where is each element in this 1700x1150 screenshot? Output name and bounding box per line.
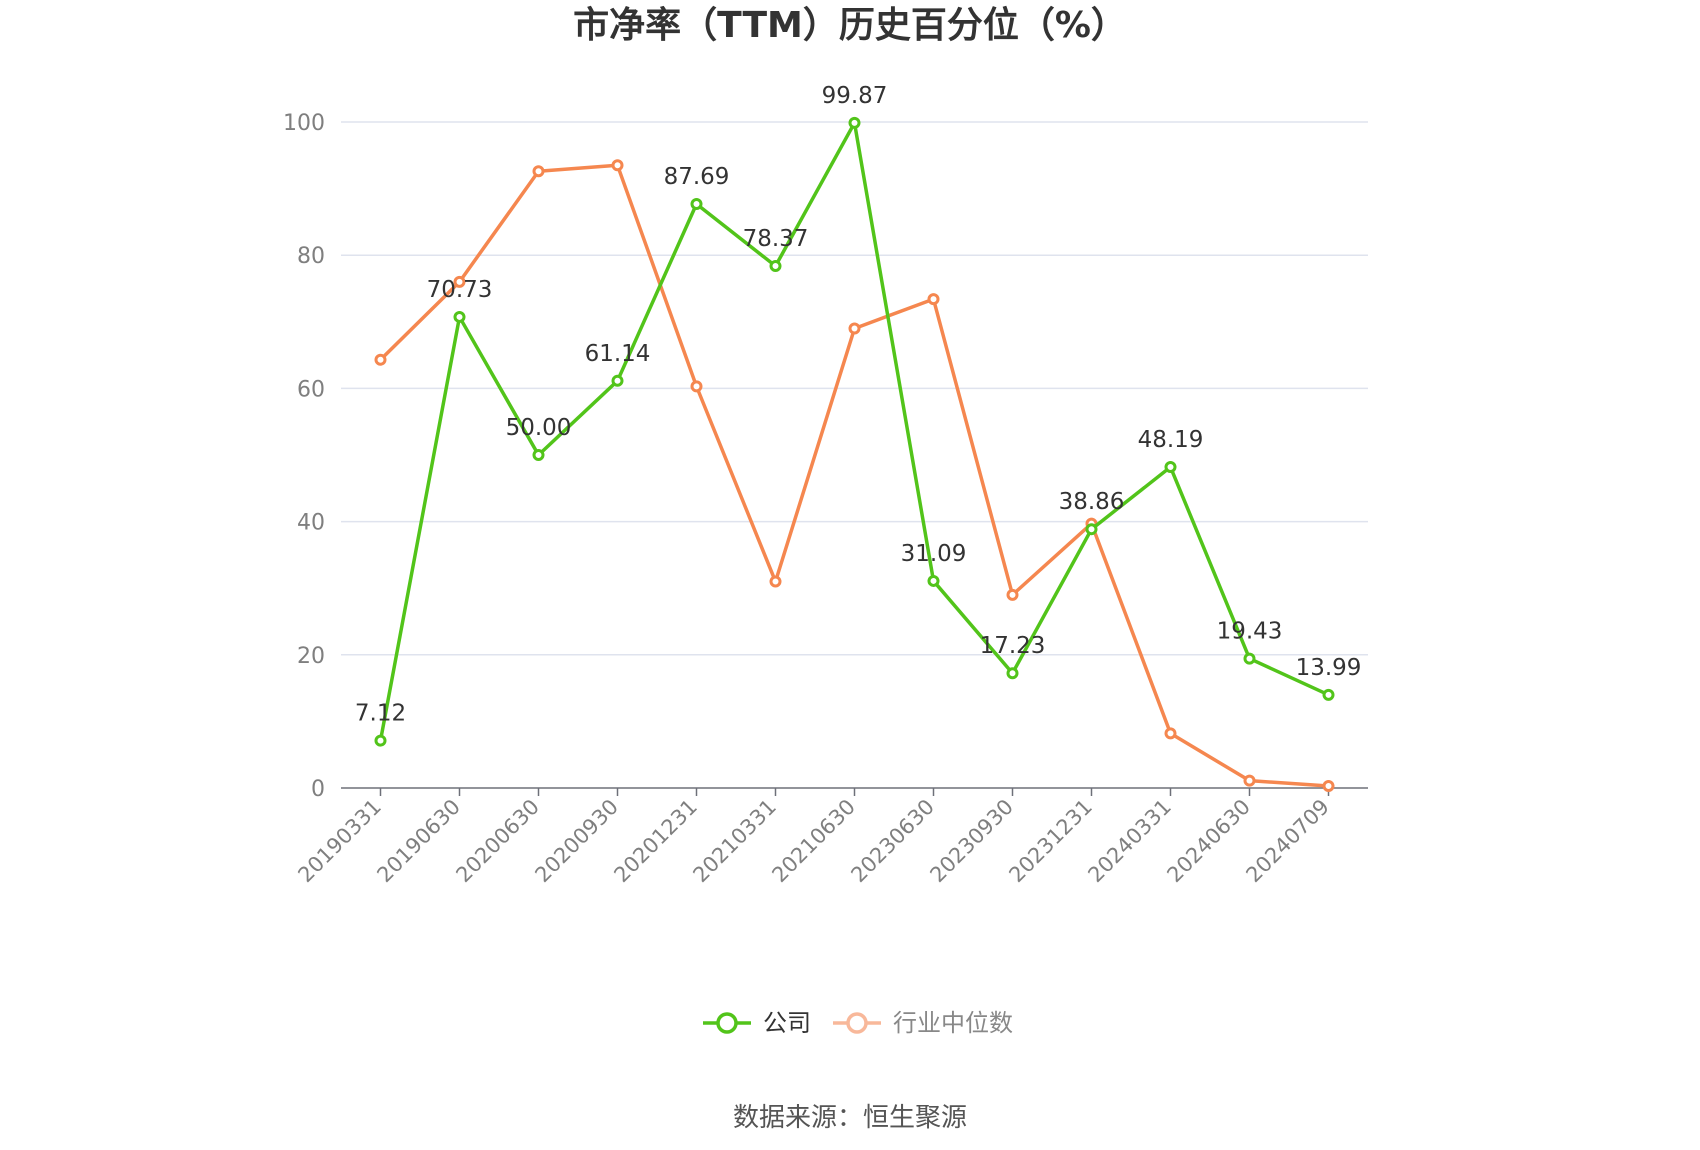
- legend-marker: [846, 1012, 868, 1034]
- legend-item-0[interactable]: 公司: [703, 1009, 811, 1037]
- x-tick-label: 20240630: [1162, 795, 1255, 888]
- x-tick-label: 20201231: [609, 795, 702, 888]
- y-tick-label: 100: [283, 111, 325, 136]
- series-1-point[interactable]: [1243, 774, 1256, 787]
- x-tick-label: 20231231: [1004, 795, 1097, 888]
- series-1-point[interactable]: [1006, 588, 1019, 601]
- data-label: 31.09: [901, 541, 967, 567]
- data-label: 38.86: [1059, 489, 1125, 515]
- data-label: 99.87: [822, 83, 888, 109]
- data-label: 78.37: [743, 226, 809, 252]
- series-1-point[interactable]: [532, 165, 545, 178]
- x-tick-label: 20210331: [688, 795, 781, 888]
- series-0-point[interactable]: [1006, 667, 1019, 680]
- data-label: 70.73: [427, 277, 493, 303]
- legend-label: 公司: [763, 1009, 811, 1037]
- series-line-1: [379, 163, 1329, 788]
- series-1-point[interactable]: [1164, 727, 1177, 740]
- data-label: 61.14: [585, 341, 651, 367]
- series-0-point[interactable]: [690, 197, 703, 210]
- data-label: 13.99: [1296, 655, 1362, 681]
- series-1-point[interactable]: [848, 322, 861, 335]
- series-0-point[interactable]: [927, 574, 940, 587]
- x-tick-label: 20210630: [767, 795, 860, 888]
- legend-marker: [716, 1012, 738, 1034]
- source-note: 数据来源：恒生聚源: [733, 1103, 967, 1133]
- x-tick-label: 20200630: [451, 795, 544, 888]
- series-1-point[interactable]: [1322, 780, 1335, 793]
- series-0-point[interactable]: [1085, 523, 1098, 536]
- series-1-point[interactable]: [690, 380, 703, 393]
- series-1-point[interactable]: [769, 575, 782, 588]
- x-tick-label: 20190630: [372, 795, 465, 888]
- series-1-point[interactable]: [374, 353, 387, 366]
- y-tick-label: 60: [297, 377, 325, 402]
- x-tick-label: 20230930: [925, 795, 1018, 888]
- series-0-point[interactable]: [453, 310, 466, 323]
- series-0-point[interactable]: [1164, 461, 1177, 474]
- y-axis: 0 20 40 60 80 100: [283, 111, 325, 802]
- series-0-point[interactable]: [1322, 688, 1335, 701]
- x-axis: 2019033120190630202006302020093020201231…: [293, 787, 1368, 888]
- data-label: 19.43: [1217, 619, 1283, 645]
- y-tick-label: 80: [297, 244, 325, 269]
- x-tick-label: 20240331: [1083, 795, 1176, 888]
- x-tick-label: 20240709: [1241, 795, 1334, 888]
- series-group: [374, 116, 1335, 793]
- x-tick-label: 20190331: [293, 795, 386, 888]
- data-labels: 7.12 70.73 50.00 61.14 87.69 78.37 99.87 31.09 1…: [355, 83, 1362, 727]
- data-label: 87.69: [664, 164, 730, 190]
- data-label: 48.19: [1138, 427, 1204, 453]
- legend-label: 行业中位数: [893, 1009, 1013, 1037]
- x-tick-label: 20230630: [846, 795, 939, 888]
- series-1-point[interactable]: [453, 275, 466, 288]
- series-0-point[interactable]: [611, 374, 624, 387]
- legend-item-1[interactable]: 行业中位数: [833, 1009, 1013, 1037]
- chart-title: 市净率（TTM）历史百分位（%）: [573, 5, 1127, 46]
- y-tick-label: 40: [297, 511, 325, 536]
- y-tick-label: 0: [311, 777, 325, 802]
- series-0-point[interactable]: [532, 449, 545, 461]
- series-0-point[interactable]: [848, 116, 861, 129]
- x-tick-label: 20200930: [530, 795, 623, 888]
- data-label: 7.12: [355, 701, 406, 727]
- series-1-point[interactable]: [927, 293, 940, 306]
- series-0-point[interactable]: [374, 734, 387, 747]
- data-label: 50.00: [506, 415, 572, 441]
- series-0-point[interactable]: [1243, 652, 1256, 665]
- y-tick-label: 20: [297, 644, 325, 669]
- legend[interactable]: 公司 行业中位数: [703, 1009, 1013, 1037]
- series-1-point[interactable]: [611, 159, 624, 172]
- series-0-point[interactable]: [769, 260, 782, 273]
- data-label: 17.23: [980, 633, 1046, 659]
